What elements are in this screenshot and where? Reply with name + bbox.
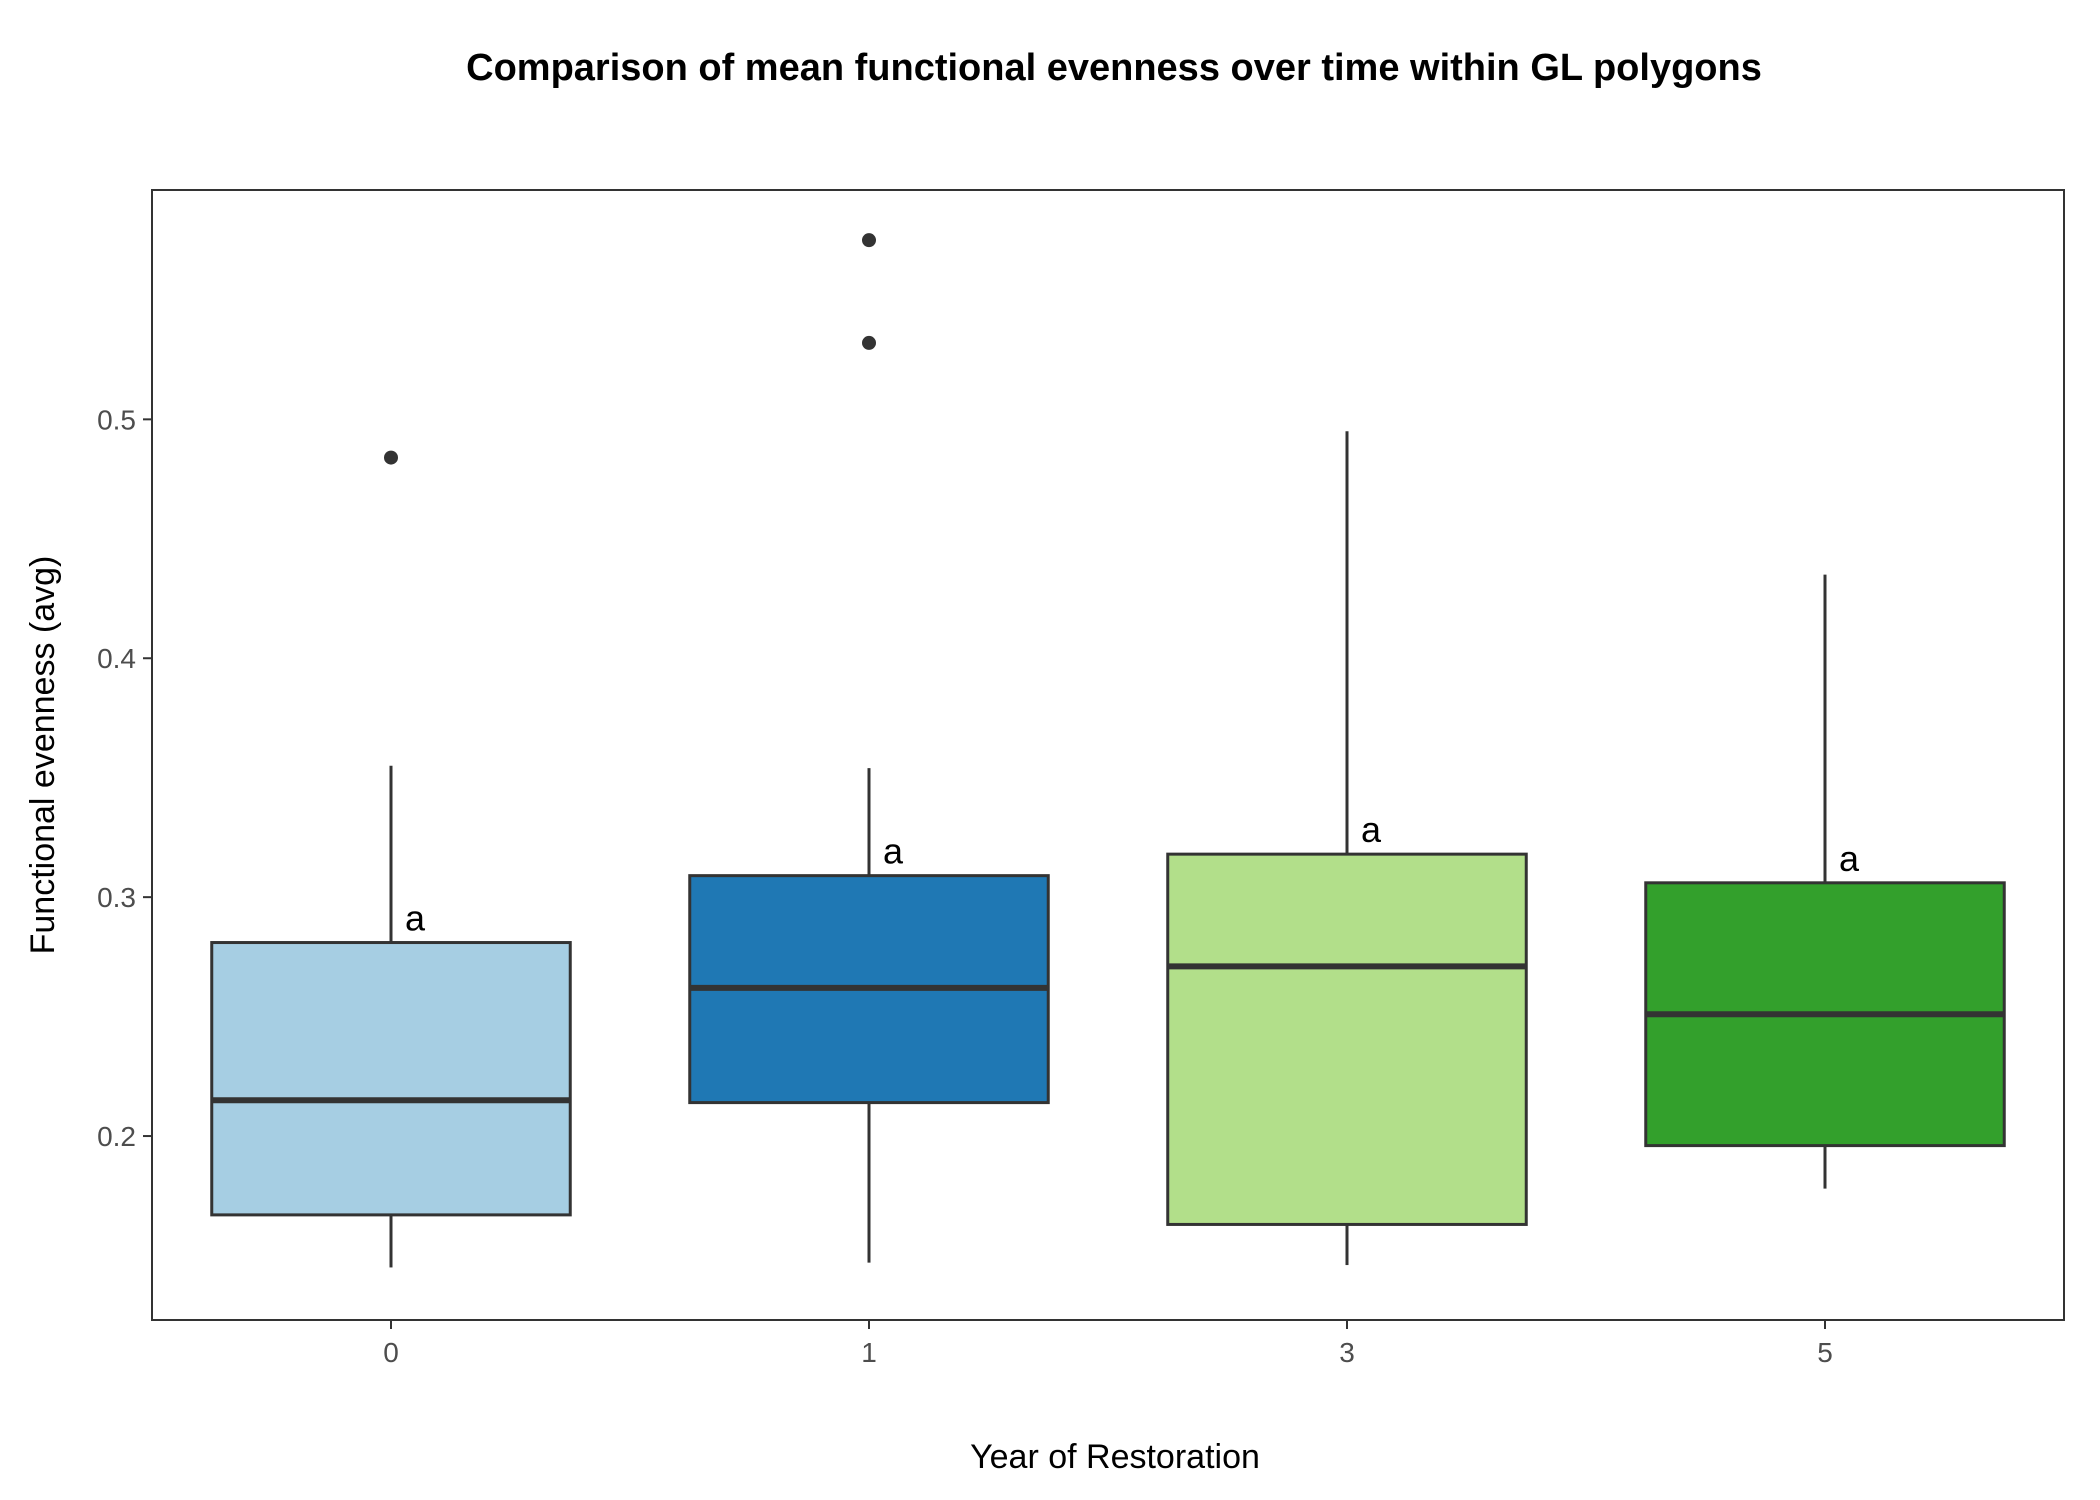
- significance-letter: a: [883, 831, 904, 872]
- y-tick-label: 0.2: [97, 1121, 136, 1152]
- x-axis-title: Year of Restoration: [970, 1438, 1260, 1476]
- box-group-year-0: a: [210, 450, 572, 1268]
- outlier-point: [862, 335, 876, 350]
- chart-title: Comparison of mean functional evenness o…: [466, 47, 1762, 89]
- y-tick-label: 0.4: [97, 643, 136, 674]
- box: [210, 941, 572, 1217]
- box-group-year-5: a: [1644, 574, 2006, 1189]
- x-tick-label: 3: [1339, 1337, 1355, 1368]
- x-axis: 0 1 3 5: [383, 1320, 1833, 1368]
- y-tick-label: 0.3: [97, 882, 136, 913]
- x-tick-label: 1: [861, 1337, 877, 1368]
- outlier-point: [862, 233, 876, 248]
- x-tick-label: 0: [383, 1337, 399, 1368]
- y-tick-label: 0.5: [97, 404, 136, 435]
- y-axis-title: Functional evenness (avg): [24, 556, 62, 955]
- box: [1166, 852, 1528, 1226]
- box-group-year-3: a: [1166, 431, 1528, 1266]
- y-axis: 0.2 0.3 0.4 0.5: [97, 404, 152, 1152]
- significance-letter: a: [405, 898, 426, 939]
- significance-letter: a: [1361, 809, 1382, 850]
- significance-letter: a: [1839, 838, 1860, 879]
- x-tick-label: 5: [1817, 1337, 1833, 1368]
- boxes: a a a a: [210, 233, 2006, 1268]
- box-group-year-1: a: [688, 233, 1050, 1263]
- outlier-point: [384, 450, 398, 465]
